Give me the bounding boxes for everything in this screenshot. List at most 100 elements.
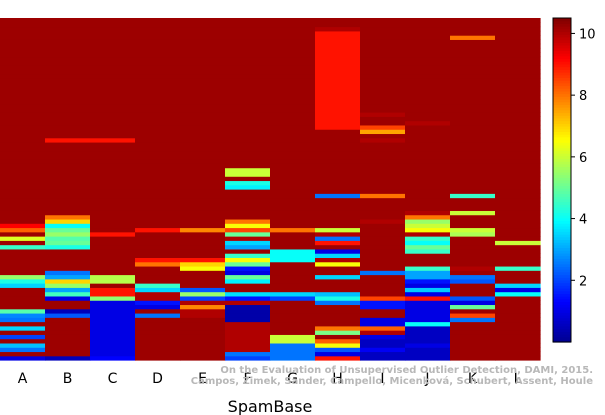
heatmap-cell-D-23	[135, 257, 181, 263]
heatmap-cell-A-42	[0, 176, 46, 182]
heatmap-cell-G-40	[270, 184, 316, 190]
colorbar-segment	[553, 139, 571, 143]
colorbar-segment	[553, 261, 571, 265]
heatmap-cell-F-35	[225, 206, 271, 211]
heatmap-cell-J-68	[405, 65, 451, 70]
heatmap-cell-F-72	[225, 47, 271, 53]
heatmap-cell-I-33	[360, 214, 406, 220]
heatmap-cell-F-9	[225, 317, 271, 323]
heatmap-cell-C-0	[90, 355, 136, 361]
heatmap-cell-G-23	[270, 257, 316, 263]
heatmap-cell-C-26	[90, 244, 136, 250]
heatmap-cell-L-66	[495, 73, 541, 79]
heatmap-cell-H-70	[315, 56, 361, 62]
heatmap-cell-F-31	[225, 223, 271, 229]
heatmap-cell-H-73	[315, 43, 361, 49]
heatmap-cell-D-31	[135, 223, 181, 229]
heatmap-cell-J-20	[405, 270, 451, 276]
heatmap-cell-D-49	[135, 146, 181, 152]
heatmap-cell-G-62	[270, 90, 316, 96]
colorbar-segment	[553, 39, 571, 43]
colorbar-segment	[553, 55, 571, 60]
heatmap-cell-A-41	[0, 180, 46, 186]
colorbar-segment	[553, 169, 571, 173]
heatmap-cell-H-58	[315, 107, 361, 113]
heatmap-cell-G-42	[270, 176, 316, 182]
heatmap-cell-F-60	[225, 99, 271, 105]
colorbar-segment	[553, 236, 571, 240]
heatmap-cell-D-56	[135, 116, 181, 122]
colorbar-segment	[553, 126, 571, 130]
heatmap-cell-E-19	[180, 274, 226, 280]
heatmap-cell-G-61	[270, 94, 316, 100]
heatmap-cell-F-79	[225, 18, 271, 23]
heatmap-cell-A-36	[0, 201, 46, 207]
heatmap-cell-J-17	[405, 283, 451, 288]
heatmap-cell-J-57	[405, 112, 451, 117]
heatmap-cell-C-25	[90, 248, 136, 254]
heatmap-cell-H-53	[315, 129, 361, 135]
heatmap-cell-L-10	[495, 312, 541, 318]
heatmap-cell-H-8	[315, 321, 361, 327]
heatmap-cell-H-54	[315, 124, 361, 130]
colorbar-segment	[553, 90, 571, 95]
heatmap-cell-B-63	[45, 86, 91, 92]
colorbar-segment	[553, 263, 571, 267]
heatmap-cell-G-14	[270, 295, 316, 301]
heatmap-cell-A-51	[0, 137, 46, 143]
heatmap-cell-J-0	[405, 355, 451, 361]
colorbar-segment	[553, 215, 571, 219]
heatmap-cell-D-40	[135, 184, 181, 190]
heatmap-cell-J-33	[405, 214, 451, 220]
heatmap-cell-H-74	[315, 39, 361, 45]
heatmap-cell-E-51	[180, 137, 226, 143]
heatmap-cell-B-51	[45, 137, 91, 143]
heatmap-cell-H-61	[315, 94, 361, 100]
heatmap-cell-B-71	[45, 52, 91, 58]
heatmap-cell-E-30	[180, 227, 226, 233]
heatmap-cell-G-11	[270, 308, 316, 314]
heatmap-cell-K-37	[450, 197, 496, 203]
heatmap-cell-G-29	[270, 231, 316, 237]
heatmap-cell-B-3	[45, 342, 91, 348]
heatmap-cell-F-15	[225, 291, 271, 297]
heatmap-cell-E-72	[180, 47, 226, 53]
heatmap-cell-H-3	[315, 342, 361, 348]
heatmap-cell-D-12	[135, 304, 181, 310]
heatmap-cell-K-60	[450, 99, 496, 105]
colorbar-segment	[553, 58, 571, 62]
heatmap-cell-G-53	[270, 129, 316, 135]
heatmap-cell-C-37	[90, 197, 136, 203]
heatmap-cell-C-75	[90, 35, 136, 40]
heatmap-cell-H-2	[315, 347, 361, 353]
heatmap-cell-B-57	[45, 112, 91, 117]
colorbar-tick-6: 6	[579, 151, 587, 166]
heatmap-cell-D-50	[135, 141, 181, 147]
heatmap-cell-L-45	[495, 163, 541, 169]
heatmap-cell-A-57	[0, 112, 46, 117]
heatmap-cell-C-49	[90, 146, 136, 152]
heatmap-cell-F-6	[225, 330, 271, 335]
heatmap-cell-G-27	[270, 240, 316, 246]
heatmap-cell-I-67	[360, 69, 406, 75]
heatmap-cell-I-46	[360, 159, 406, 164]
heatmap-cell-D-10	[135, 312, 181, 318]
heatmap-cell-G-70	[270, 56, 316, 62]
heatmap-cell-G-74	[270, 39, 316, 45]
heatmap-cell-C-45	[90, 163, 136, 169]
heatmap-cell-H-55	[315, 120, 361, 126]
heatmap-cell-C-72	[90, 47, 136, 53]
heatmap-cell-I-73	[360, 43, 406, 49]
heatmap-cell-F-69	[225, 60, 271, 66]
heatmap-cell-E-1	[180, 351, 226, 357]
heatmap-cell-A-44	[0, 167, 46, 173]
heatmap-cell-D-21	[135, 265, 181, 271]
heatmap-cell-L-62	[495, 90, 541, 96]
heatmap-cell-I-44	[360, 167, 406, 173]
heatmap-cell-D-13	[135, 300, 181, 306]
x-tick-G: G	[287, 371, 298, 387]
colorbar-segment	[553, 85, 571, 89]
heatmap-cell-J-2	[405, 347, 451, 353]
heatmap-cell-C-4	[90, 338, 136, 344]
